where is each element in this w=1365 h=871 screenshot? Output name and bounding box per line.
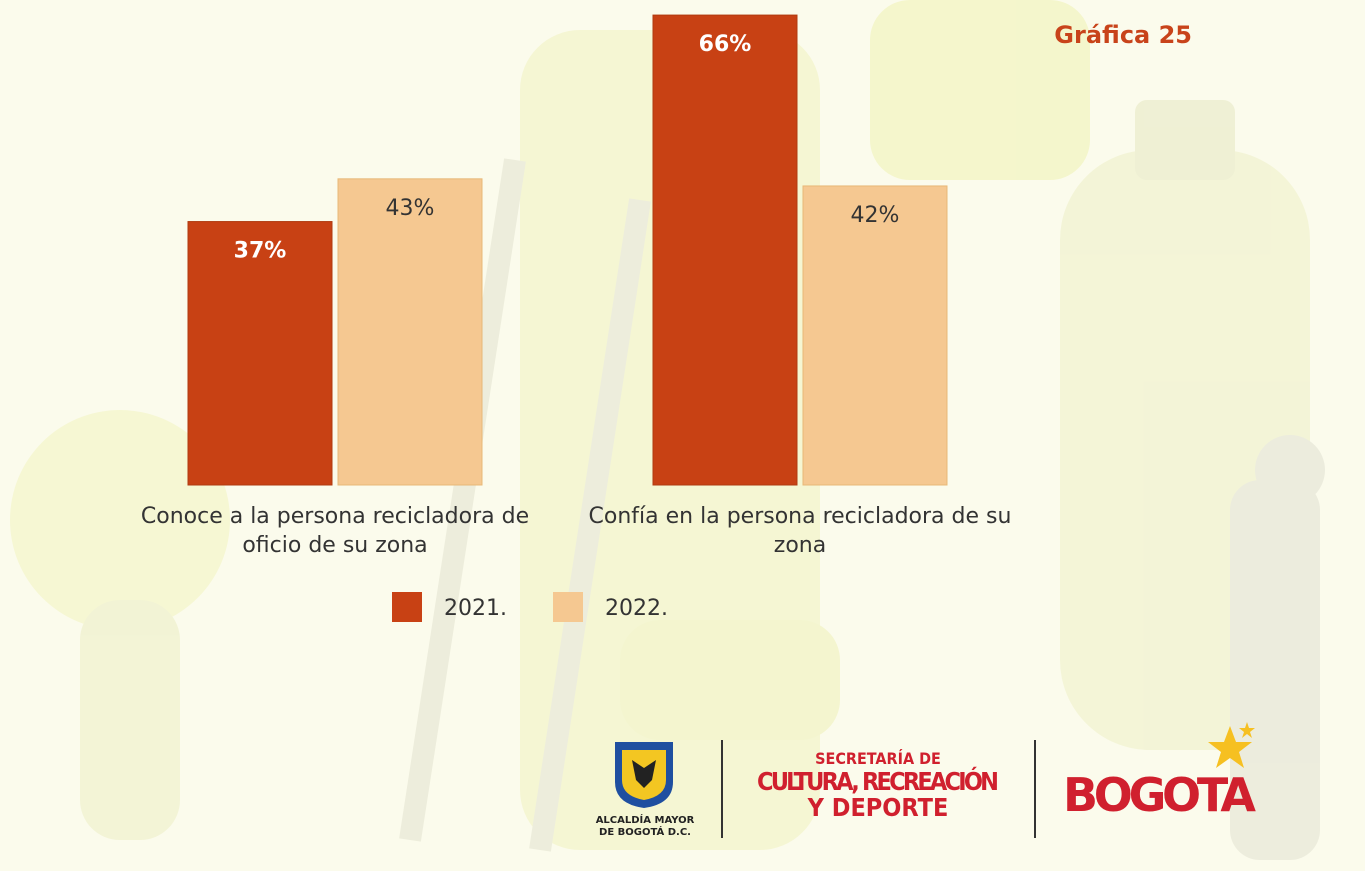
value-label: 37% bbox=[234, 239, 287, 264]
bogota-text: BOGOTA bbox=[1063, 768, 1256, 822]
x-tick-label: Conoce a la persona recicladora de ofici… bbox=[140, 504, 530, 558]
x-tick-label: Confía en la persona recicladora de su z… bbox=[588, 504, 1012, 558]
bar bbox=[337, 178, 483, 486]
secretaria-text: SECRETARÍA DE bbox=[815, 749, 941, 768]
value-label: 66% bbox=[699, 32, 752, 57]
bar bbox=[652, 14, 798, 486]
logo-alcaldia: ALCALDÍA MAYOR DE BOGOTÁ D.C. bbox=[596, 742, 695, 838]
bar bbox=[802, 185, 948, 486]
legend-label: 2022. bbox=[605, 596, 668, 621]
secretaria-text: Y DEPORTE bbox=[807, 793, 949, 822]
alcaldia-text: ALCALDÍA MAYOR bbox=[596, 813, 695, 826]
alcaldia-text: DE BOGOTÁ D.C. bbox=[599, 825, 691, 838]
bar bbox=[187, 221, 333, 486]
legend-swatch bbox=[553, 592, 583, 622]
value-label: 43% bbox=[386, 196, 435, 221]
secretaria-text: CULTURA, RECREACIÓN bbox=[757, 766, 999, 796]
chart-title: Gráfica 25 bbox=[1054, 21, 1192, 49]
logo-bogota: BOGOTA bbox=[1063, 722, 1256, 822]
legend-swatch bbox=[392, 592, 422, 622]
legend-label: 2021. bbox=[444, 596, 507, 621]
value-label: 42% bbox=[851, 203, 900, 228]
